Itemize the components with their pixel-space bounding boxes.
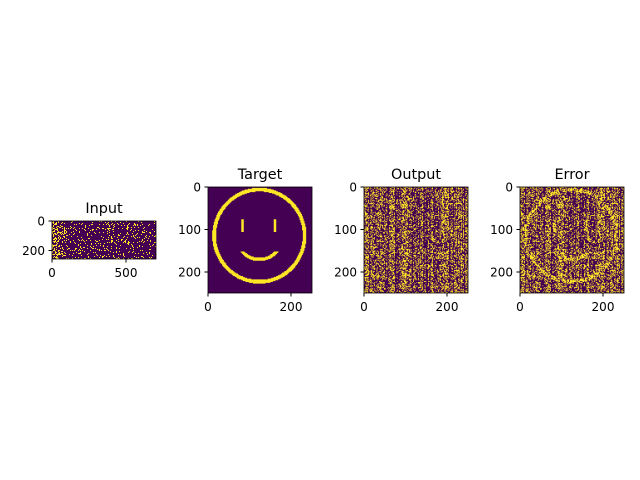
heatmap-background [208,187,312,293]
chart-title-input: Input [85,201,123,217]
y-tick-label: 0 [37,215,45,229]
y-tick-label: 100 [334,223,357,237]
panel-target: Target 0 200 0 100 200 [178,167,313,314]
x-tick-label: 200 [280,300,303,314]
y-axis-input: 0 200 [22,215,52,258]
heatmap-error [520,187,624,293]
x-tick-label: 0 [204,300,212,314]
x-tick-label: 0 [48,266,56,280]
chart-title-target: Target [237,167,283,183]
x-axis-target: 0 200 [204,293,302,314]
y-axis-target: 0 100 200 [178,181,208,280]
chart-title-output: Output [391,167,441,183]
heatmap-cells [52,221,156,259]
y-tick-label: 200 [490,266,513,280]
y-tick-label: 100 [490,223,513,237]
x-tick-label: 0 [360,300,368,314]
axes-frame-input [51,220,157,260]
x-tick-label: 500 [115,266,138,280]
chart-title-error: Error [554,167,589,183]
heatmap-cells [364,187,468,293]
heatmap-input [52,221,156,259]
y-tick-label: 200 [178,266,201,280]
y-tick-label: 0 [505,181,513,195]
heatmap-background [52,221,156,259]
x-axis-error: 0 200 [516,293,614,314]
y-tick-label: 200 [334,266,357,280]
axes-frame-output [363,186,469,294]
heatmap-output [364,187,468,293]
panel-output: Output 0 200 0 100 200 [334,167,469,314]
y-tick-label: 0 [349,181,357,195]
y-tick-label: 0 [193,181,201,195]
axes-frame-target [207,186,313,294]
x-tick-label: 0 [516,300,524,314]
heatmap-background [520,187,624,293]
heatmap-target [208,187,312,293]
x-tick-label: 200 [592,300,615,314]
panel-error: Error 0 200 0 100 200 [490,167,625,314]
x-axis-output: 0 200 [360,293,458,314]
heatmap-cells [520,187,624,293]
y-axis-output: 0 100 200 [334,181,364,280]
y-tick-label: 100 [178,223,201,237]
x-axis-input: 0 500 [48,259,137,280]
y-axis-error: 0 100 200 [490,181,520,280]
x-tick-label: 200 [436,300,459,314]
axes-frame-error [519,186,625,294]
panel-input: Input 0 500 0 200 [22,201,157,280]
y-tick-label: 200 [22,244,45,258]
